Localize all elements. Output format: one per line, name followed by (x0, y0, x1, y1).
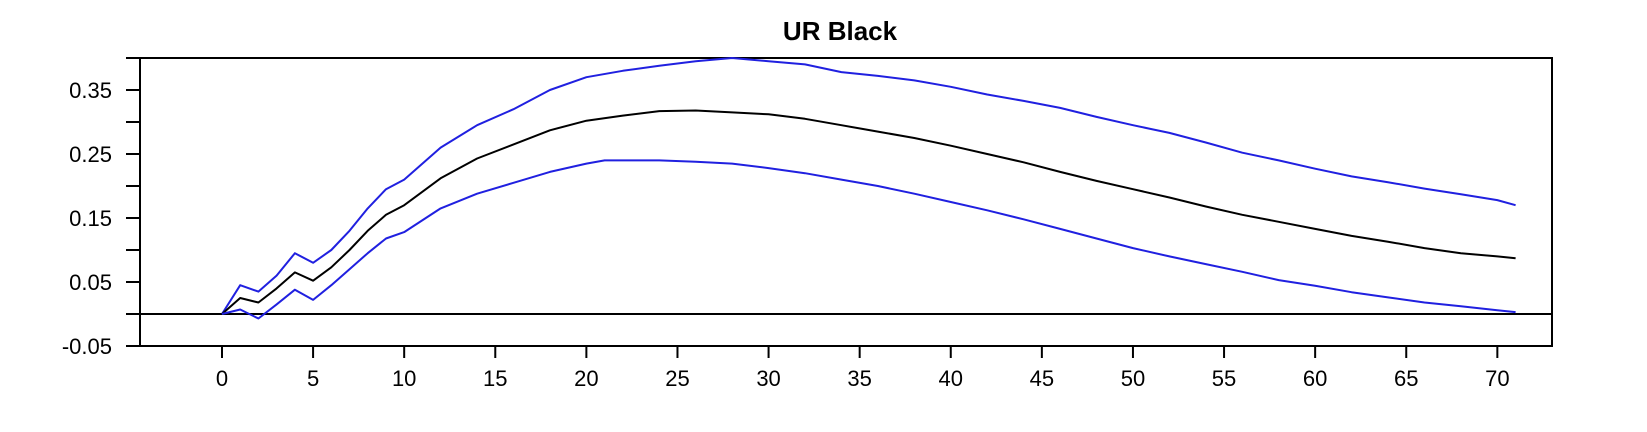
x-tick-label: 55 (1212, 366, 1236, 391)
x-tick-label: 15 (483, 366, 507, 391)
y-tick-label: 0.05 (69, 270, 112, 295)
y-tick-label: -0.05 (62, 334, 112, 359)
x-tick-label: 10 (392, 366, 416, 391)
x-tick-label: 5 (307, 366, 319, 391)
x-tick-label: 40 (939, 366, 963, 391)
x-tick-label: 50 (1121, 366, 1145, 391)
x-tick-label: 45 (1030, 366, 1054, 391)
y-tick-label: 0.25 (69, 142, 112, 167)
plot-frame (139, 57, 1553, 347)
series-line-mean (221, 109, 1516, 315)
plot-area: 0.35 0.25 0.15 0.05 -0.05 0 5 10 15 20 25 30 35 40 45 5… (62, 57, 1553, 391)
y-tick-label: 0.35 (69, 78, 112, 103)
x-tick-label: 20 (574, 366, 598, 391)
series-line-lower (221, 159, 1516, 320)
x-tick-label: 35 (847, 366, 871, 391)
x-tick-label: 60 (1303, 366, 1327, 391)
chart-title: UR Black (783, 16, 898, 46)
x-tick-label: 30 (756, 366, 780, 391)
x-tick-label: 70 (1485, 366, 1509, 391)
y-tick-label: 0.15 (69, 206, 112, 231)
x-tick-label: 0 (216, 366, 228, 391)
x-tick-label: 65 (1394, 366, 1418, 391)
x-tick-label: 25 (665, 366, 689, 391)
series-line-upper (221, 57, 1516, 315)
